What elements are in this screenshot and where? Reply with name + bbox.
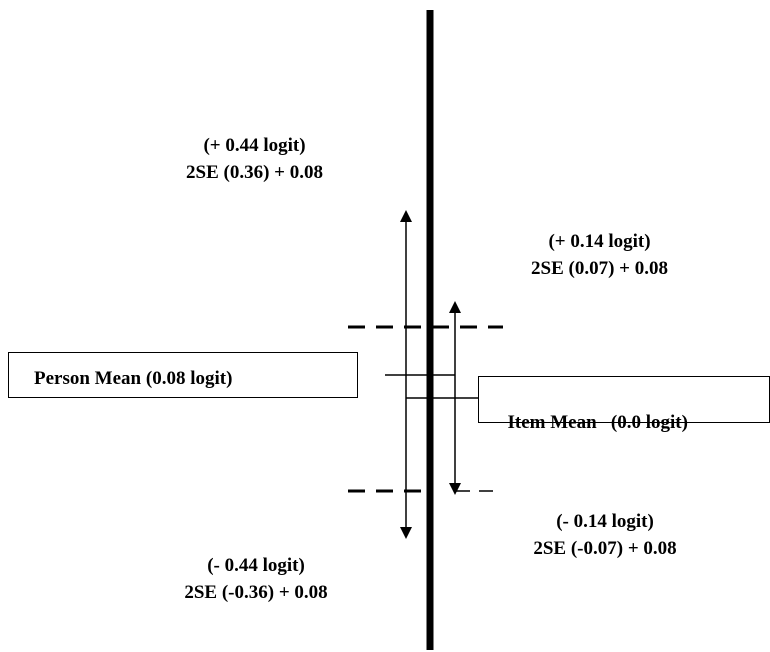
item-mean-label: Item Mean (0.0 logit) [507,412,688,433]
person-upper-limit-label: (+ 0.44 logit) 2SE (0.36) + 0.08 [186,135,323,183]
person-lower-limit-label: (- 0.44 logit) 2SE (-0.36) + 0.08 [184,555,328,603]
person-mean-box: Person Mean (0.08 logit) [8,352,358,398]
item-upper-limit-label: (+ 0.14 logit) 2SE (0.07) + 0.08 [531,231,668,279]
item-mean-box: Item Mean (0.0 logit) [478,376,770,433]
item-lower-limit-label: (- 0.14 logit) 2SE (-0.07) + 0.08 [533,511,677,559]
person-mean-label: Person Mean (0.08 logit) [34,368,233,389]
